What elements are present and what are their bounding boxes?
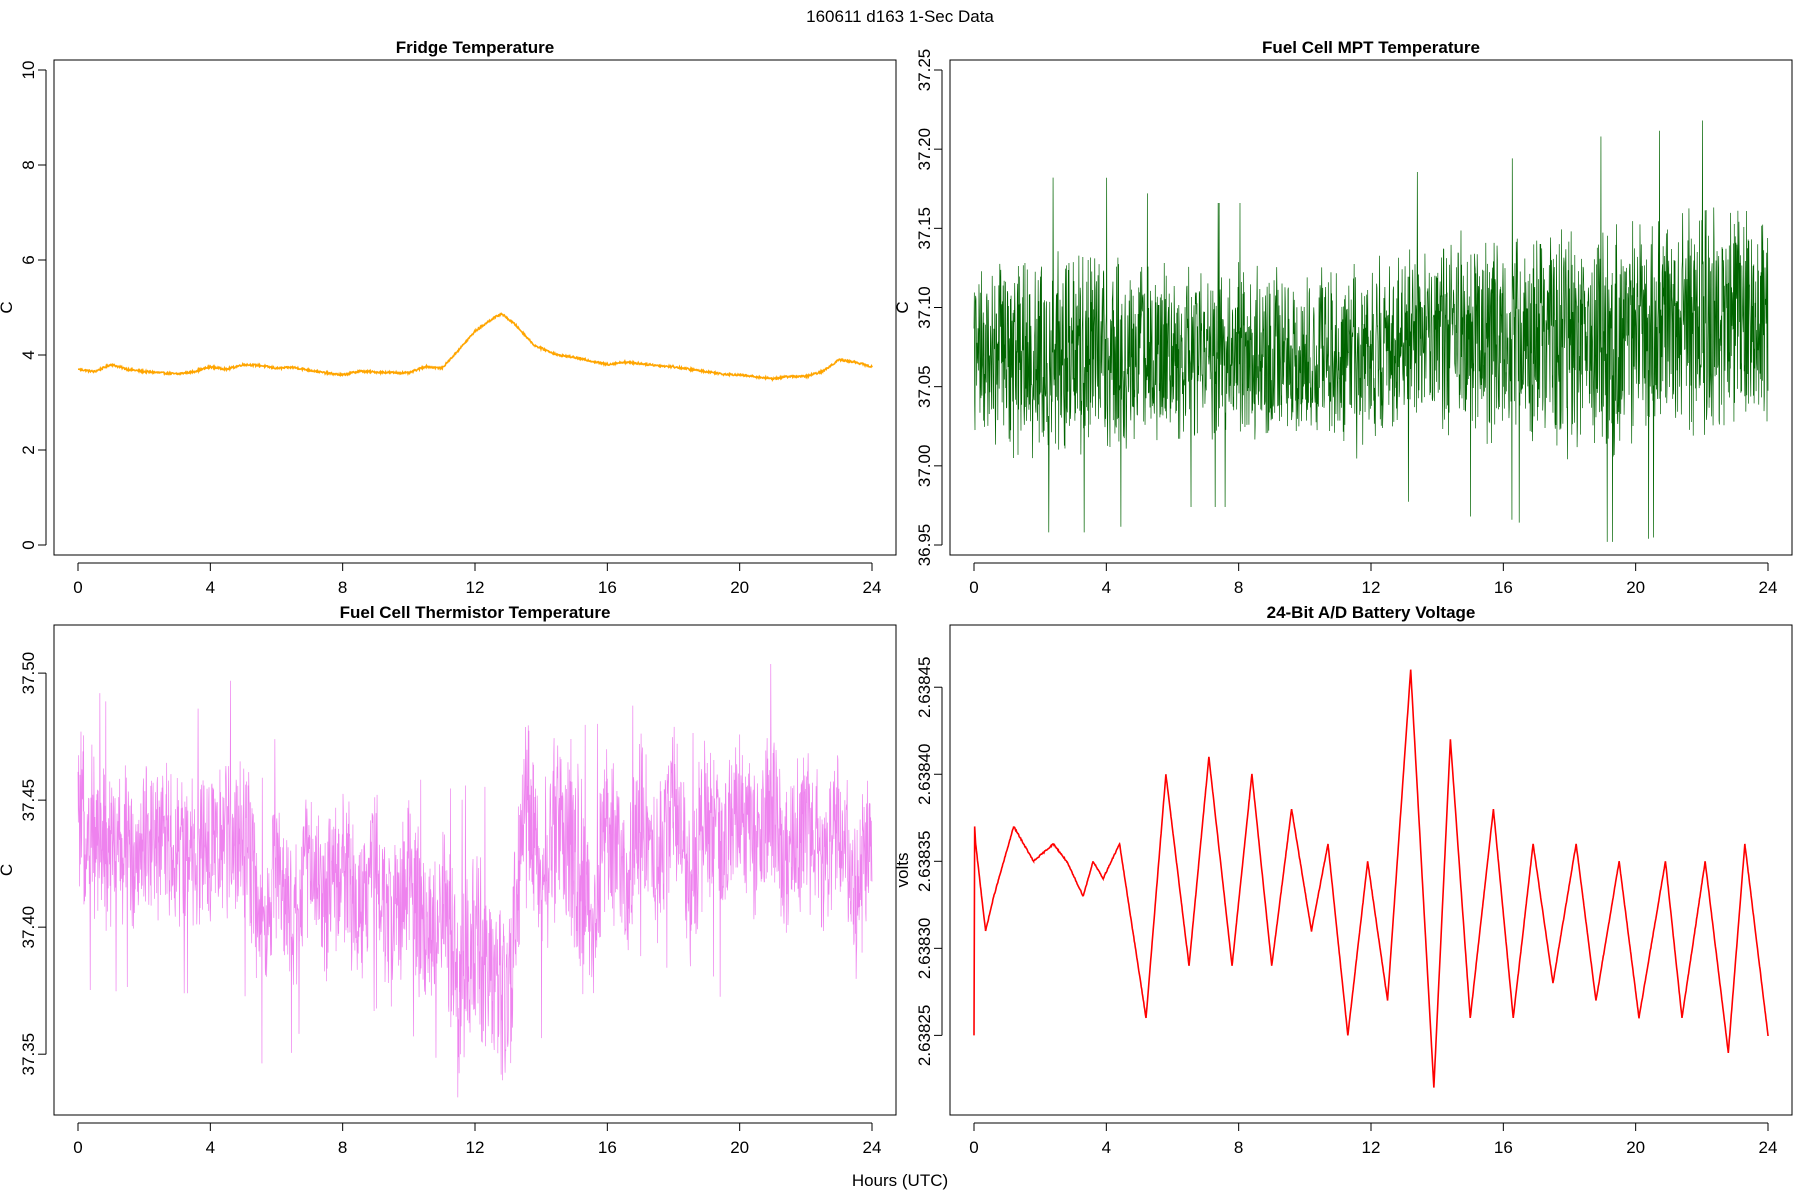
thermistor-ylabel: C [0,864,16,876]
thermistor-x-tick-label: 12 [466,1138,485,1157]
panel-thermistor: Fuel Cell Thermistor Temperature C 0 4 8 12 16… [0,603,897,1157]
battery-y-tick-label: 2.63840 [915,744,934,805]
fridge-y-tick-label: 2 [19,445,38,454]
battery-x-tick-label: 16 [1494,1138,1513,1157]
fridge-ylabel: C [0,301,16,313]
mpt-y-tick-label: 37.25 [915,49,934,92]
fridge-x-tick-label: 4 [206,578,215,597]
fridge-x-tick-label: 8 [338,578,347,597]
thermistor-y-tick-label: 37.40 [19,906,38,949]
mpt-x-tick-label: 12 [1362,578,1381,597]
thermistor-title: Fuel Cell Thermistor Temperature [340,603,611,622]
battery-x-tick-label: 8 [1234,1138,1243,1157]
mpt-x-tick-label: 20 [1626,578,1645,597]
battery-title: 24-Bit A/D Battery Voltage [1267,603,1476,622]
mpt-ylabel: C [893,301,912,313]
mpt-x-tick-label: 24 [1759,578,1778,597]
fridge-y-tick-label: 4 [19,350,38,359]
fridge-series-line [77,312,873,383]
battery-x-tick-label: 20 [1626,1138,1645,1157]
thermistor-series-line [77,663,873,1098]
fridge-y-tick-label: 0 [19,540,38,549]
thermistor-x-tick-label: 24 [863,1138,882,1157]
thermistor-y-tick-label: 37.35 [19,1033,38,1076]
mpt-x-tick-label: 16 [1494,578,1513,597]
battery-ylabel: volts [893,853,912,888]
mpt-plot-frame [949,59,1793,556]
battery-series-line [973,669,1769,1088]
thermistor-x-tick-label: 4 [206,1138,215,1157]
panel-battery: 24-Bit A/D Battery Voltage volts 0 4 8 12 16 20… [893,603,1793,1157]
figure-xlabel: Hours (UTC) [852,1171,948,1190]
thermistor-x-tick-label: 20 [730,1138,749,1157]
fridge-plot-frame [53,59,897,556]
battery-y-tick-label: 2.63835 [915,831,934,892]
battery-x-tick-label: 12 [1362,1138,1381,1157]
mpt-x-tick-label: 8 [1234,578,1243,597]
thermistor-x-tick-label: 8 [338,1138,347,1157]
thermistor-plot-frame [53,624,897,1116]
fridge-x-tick-label: 0 [73,578,82,597]
mpt-y-tick-label: 36.95 [915,524,934,567]
battery-x-tick-label: 4 [1102,1138,1111,1157]
mpt-y-tick-label: 37.00 [915,445,934,488]
panel-mpt: Fuel Cell MPT Temperature C 0 4 8 12 16 20 24 36.… [893,38,1793,597]
mpt-y-tick-label: 37.15 [915,207,934,250]
fridge-y-tick-label: 6 [19,255,38,264]
thermistor-x-tick-label: 16 [598,1138,617,1157]
thermistor-x-tick-label: 0 [73,1138,82,1157]
mpt-y-tick-label: 37.10 [915,286,934,329]
battery-plot-frame [949,624,1793,1116]
figure-title: 160611 d163 1-Sec Data [806,7,994,26]
fridge-x-tick-label: 24 [863,578,882,597]
thermistor-y-tick-label: 37.45 [19,779,38,822]
battery-x-tick-label: 24 [1759,1138,1778,1157]
fridge-x-tick-label: 16 [598,578,617,597]
mpt-title: Fuel Cell MPT Temperature [1262,38,1480,57]
fridge-x-tick-label: 20 [730,578,749,597]
thermistor-y-tick-label: 37.50 [19,652,38,695]
mpt-y-tick-label: 37.20 [915,128,934,171]
fridge-y-tick-label: 8 [19,160,38,169]
fridge-title: Fridge Temperature [396,38,554,57]
mpt-x-tick-label: 4 [1102,578,1111,597]
mpt-series-line [973,120,1769,542]
battery-x-tick-label: 0 [969,1138,978,1157]
mpt-y-tick-label: 37.05 [915,365,934,408]
battery-y-tick-label: 2.63825 [915,1005,934,1066]
panel-fridge: Fridge TemperatureC048121620240246810 [0,38,897,597]
fridge-y-tick-label: 10 [19,61,38,80]
battery-y-tick-label: 2.63845 [915,656,934,717]
mpt-x-tick-label: 0 [969,578,978,597]
panels: Fridge TemperatureC048121620240246810Fue… [0,38,1793,1157]
battery-y-tick-label: 2.63830 [915,918,934,979]
fridge-x-tick-label: 12 [466,578,485,597]
